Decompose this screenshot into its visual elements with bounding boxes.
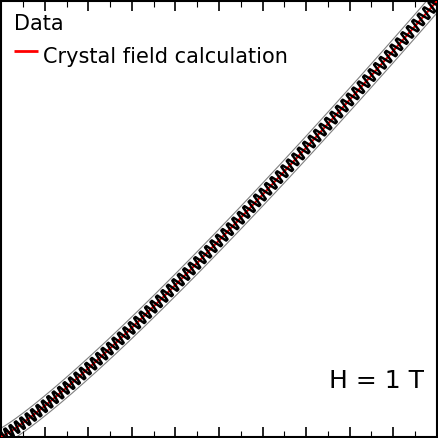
Text: Crystal field calculation: Crystal field calculation [43, 47, 288, 67]
Text: H = 1 T: H = 1 T [328, 369, 424, 393]
Text: Data: Data [14, 14, 64, 35]
